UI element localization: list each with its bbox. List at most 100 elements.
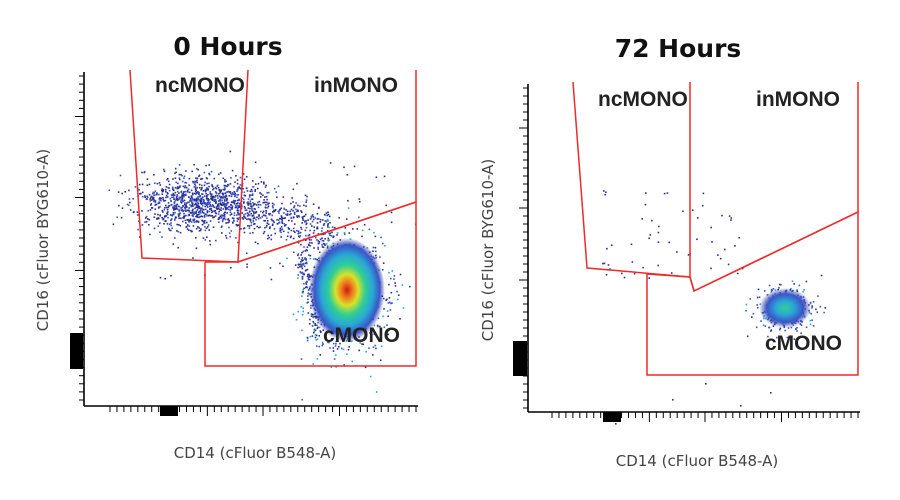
ncmono-event [209, 205, 211, 208]
inmono-event [329, 232, 332, 234]
ncmono-event [182, 194, 185, 197]
ncmono-event [184, 202, 186, 204]
inmono-event [274, 232, 276, 235]
cmono-event [338, 345, 340, 348]
ncmono-event [190, 211, 192, 214]
ncmono-event [214, 191, 217, 193]
inmono-event [254, 212, 256, 214]
ncmono-event [146, 184, 149, 186]
inmono-event [251, 208, 253, 211]
cmono-event [809, 323, 812, 326]
cmono-event [793, 338, 796, 340]
scatter-event [178, 224, 180, 226]
inmono-event [307, 234, 310, 237]
cmono-event [343, 364, 345, 366]
ncmono-event [214, 212, 217, 214]
ncmono-event [194, 181, 196, 184]
cmono-event [361, 343, 363, 345]
inmono-event [240, 187, 242, 190]
cmono-event [297, 241, 300, 244]
cmono-event [379, 325, 381, 328]
ncmono-event [182, 217, 184, 219]
ncmono-event [205, 196, 208, 198]
ncmono-event [136, 211, 139, 213]
cmono-event [297, 266, 299, 269]
inmono-event [319, 221, 322, 223]
ncmono-event [210, 195, 212, 198]
inmono-event [240, 228, 242, 230]
inmono-event [293, 213, 296, 215]
inmono-event [300, 210, 302, 212]
ncmono-event [159, 197, 161, 199]
cmono-event [301, 267, 304, 270]
ncmono-event [172, 213, 175, 216]
ncmono-event [197, 221, 200, 223]
ncmono-event [178, 217, 180, 219]
inmono-event [251, 194, 254, 196]
inmono-event [286, 214, 289, 216]
ncmono-event [235, 202, 238, 205]
inmono-event [266, 217, 268, 219]
scatter-event [329, 162, 332, 164]
cmono-event [300, 358, 303, 360]
cmono-event [791, 280, 794, 282]
inmono-event [301, 216, 304, 219]
ncmono-event [161, 216, 163, 219]
inmono-event [228, 206, 230, 208]
y-axis-label: CD16 (cFluor BYG610-A) [479, 159, 497, 341]
ncmono-event [205, 188, 208, 191]
ncmono-event [208, 172, 210, 175]
inmono-event [303, 204, 305, 207]
ncmono-event [185, 182, 188, 184]
ncmono-event [162, 211, 164, 213]
cmono-event [301, 314, 304, 316]
ncmono-event [193, 200, 196, 202]
ncmono-event [151, 199, 153, 201]
ncmono-event [201, 211, 204, 214]
inmono-event [230, 201, 233, 203]
cmono-event [758, 296, 761, 298]
ncmono-event [174, 237, 176, 239]
ncmono-event [265, 195, 268, 198]
inmono-event [321, 230, 323, 232]
inmono-event [229, 192, 232, 195]
cmono-event [362, 229, 364, 232]
cmono-event [375, 391, 378, 393]
ncmono-event [241, 212, 244, 214]
ncmono-event [227, 201, 230, 204]
ncmono-event [204, 205, 206, 208]
inmono-event [331, 231, 333, 234]
ncmono-event [225, 234, 227, 237]
cmono-event [312, 315, 315, 318]
ncmono-event [187, 229, 190, 231]
inmono-event [264, 196, 266, 198]
ncmono-event [223, 217, 226, 220]
ncmono-event [136, 214, 139, 216]
inmono-event [236, 224, 238, 227]
ncmono-event [205, 208, 207, 211]
scatter-event [246, 263, 248, 266]
cmono-event [297, 264, 300, 266]
inmono-event [220, 226, 223, 228]
cmono-event [330, 366, 333, 368]
inmono-event [265, 226, 268, 228]
inmono-event [222, 217, 225, 220]
ncmono-event [191, 196, 193, 199]
inmono-event [252, 204, 255, 207]
ncmono-event [209, 204, 212, 207]
inmono-event [270, 238, 273, 241]
cmono-event [328, 226, 330, 229]
ncmono-event [176, 195, 179, 197]
ncmono-event [196, 206, 199, 209]
cmono-event [324, 244, 326, 246]
cmono-event [382, 315, 384, 318]
ncmono-event [182, 192, 184, 195]
inmono-event [226, 198, 228, 200]
inmono-event [277, 210, 279, 213]
scatter-event [353, 165, 356, 168]
ncmono-event [159, 198, 162, 200]
ncmono-event [194, 199, 197, 201]
ncmono-event [206, 236, 208, 238]
cmono-event [345, 218, 348, 220]
ncmono-event [183, 175, 186, 178]
